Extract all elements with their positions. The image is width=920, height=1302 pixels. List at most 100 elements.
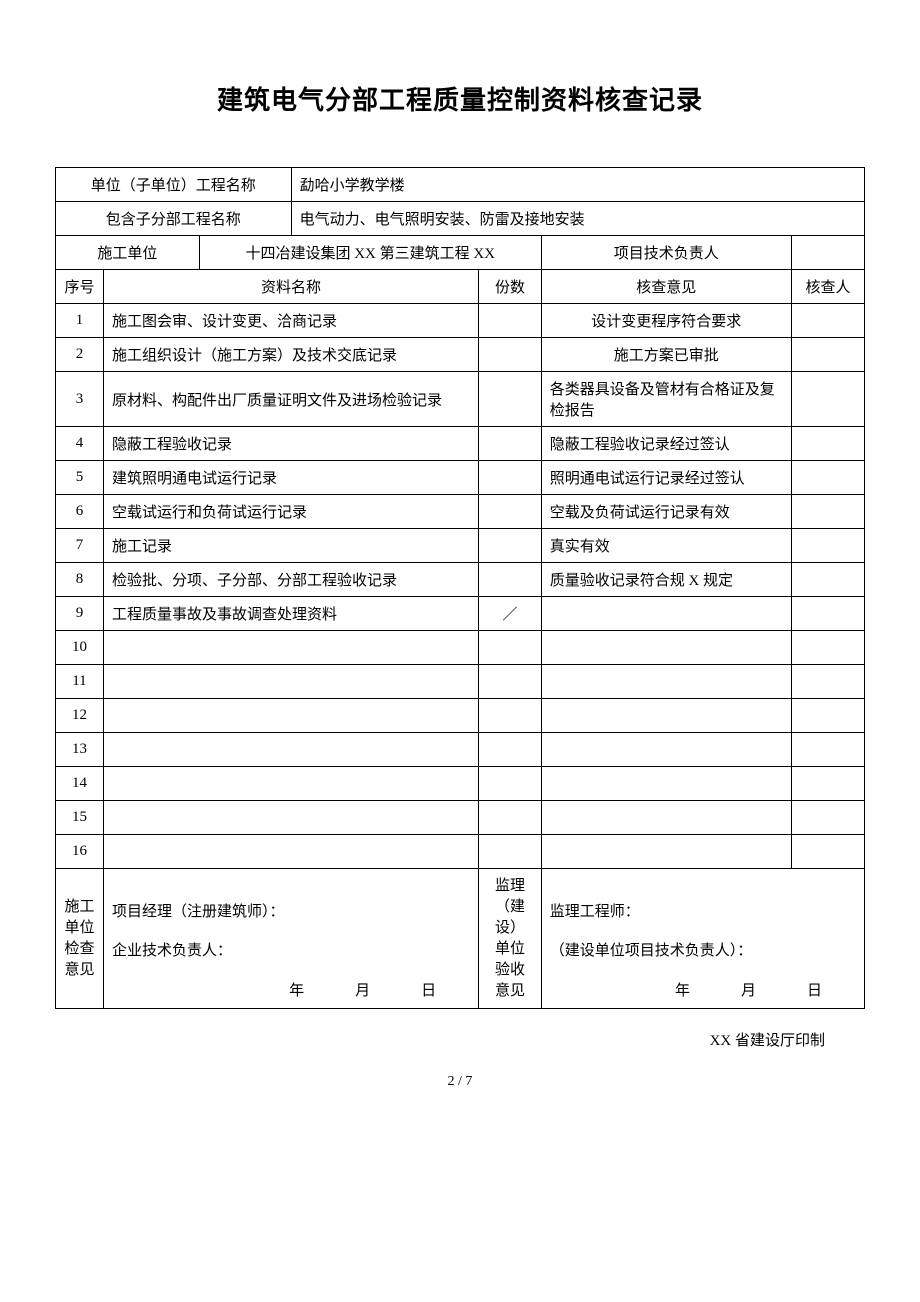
col-copies: 份数 <box>479 270 542 304</box>
row-no: 15 <box>56 801 104 835</box>
row-reviewer <box>791 767 864 801</box>
col-material: 资料名称 <box>103 270 478 304</box>
unit-name-value: 勐哈小学教学楼 <box>291 168 864 202</box>
row-reviewer <box>791 733 864 767</box>
row-reviewer <box>791 665 864 699</box>
sub-name-label: 包含子分部工程名称 <box>56 202 292 236</box>
table-row: 9工程质量事故及事故调查处理资料／ <box>56 597 865 631</box>
row-copies <box>479 461 542 495</box>
row-opinion <box>541 665 791 699</box>
row-opinion: 照明通电试运行记录经过签认 <box>541 461 791 495</box>
row-copies <box>479 631 542 665</box>
sub-name-value: 电气动力、电气照明安装、防雷及接地安装 <box>291 202 864 236</box>
row-reviewer <box>791 801 864 835</box>
row-opinion: 质量验收记录符合规 X 规定 <box>541 563 791 597</box>
table-row: 5建筑照明通电试运行记录 照明通电试运行记录经过签认 <box>56 461 865 495</box>
row-opinion <box>541 733 791 767</box>
signature-row: 施工单位检查意见项目经理（注册建筑师）： 企业技术负责人： 年 月 日 监理（建设）单… <box>56 869 865 1009</box>
col-reviewer: 核查人 <box>791 270 864 304</box>
row-material <box>103 631 478 665</box>
row-material: 原材料、构配件出厂质量证明文件及进场检验记录 <box>103 372 478 427</box>
footer-note: XX 省建设厅印制 <box>55 1029 865 1050</box>
supervision-opinion-label: 监理（建设）单位验收意见 <box>479 869 542 1009</box>
row-no: 8 <box>56 563 104 597</box>
row-material <box>103 767 478 801</box>
row-copies <box>479 699 542 733</box>
construction-opinion-box: 项目经理（注册建筑师）： 企业技术负责人： 年 月 日 <box>103 869 478 1009</box>
pm-label: 项目经理（注册建筑师）： <box>112 900 470 921</box>
row-copies <box>479 529 542 563</box>
table-row: 12 <box>56 699 865 733</box>
row-opinion <box>541 835 791 869</box>
row-reviewer <box>791 461 864 495</box>
left-date: 年 月 日 <box>289 979 454 1000</box>
row-material: 空载试运行和负荷试运行记录 <box>103 495 478 529</box>
row-material <box>103 665 478 699</box>
row-material <box>103 733 478 767</box>
row-no: 13 <box>56 733 104 767</box>
row-no: 12 <box>56 699 104 733</box>
row-no: 14 <box>56 767 104 801</box>
row-material: 检验批、分项、子分部、分部工程验收记录 <box>103 563 478 597</box>
row-copies: ／ <box>479 597 542 631</box>
table-row: 10 <box>56 631 865 665</box>
row-reviewer <box>791 835 864 869</box>
row-material: 建筑照明通电试运行记录 <box>103 461 478 495</box>
row-copies <box>479 801 542 835</box>
row-copies <box>479 733 542 767</box>
row-reviewer <box>791 563 864 597</box>
row-opinion <box>541 631 791 665</box>
row-material <box>103 835 478 869</box>
row-opinion <box>541 699 791 733</box>
table-row: 2施工组织设计（施工方案）及技术交底记录施工方案已审批 <box>56 338 865 372</box>
row-no: 9 <box>56 597 104 631</box>
row-no: 5 <box>56 461 104 495</box>
row-opinion: 隐蔽工程验收记录经过签认 <box>541 427 791 461</box>
table-row: 13 <box>56 733 865 767</box>
col-opinion: 核查意见 <box>541 270 791 304</box>
table-row: 14 <box>56 767 865 801</box>
row-copies <box>479 563 542 597</box>
row-reviewer <box>791 699 864 733</box>
row-copies <box>479 372 542 427</box>
table-row: 15 <box>56 801 865 835</box>
row-reviewer <box>791 597 864 631</box>
row-no: 6 <box>56 495 104 529</box>
unit-name-label: 单位（子单位）工程名称 <box>56 168 292 202</box>
table-row: 16 <box>56 835 865 869</box>
ent-tech-label: 企业技术负责人： <box>112 939 470 960</box>
row-reviewer <box>791 372 864 427</box>
row-copies <box>479 304 542 338</box>
col-no: 序号 <box>56 270 104 304</box>
row-material <box>103 801 478 835</box>
construction-unit-value: 十四冶建设集团 XX 第三建筑工程 XX <box>199 236 541 270</box>
table-row: 3原材料、构配件出厂质量证明文件及进场检验记录各类器具设备及管材有合格证及复检报… <box>56 372 865 427</box>
row-reviewer <box>791 495 864 529</box>
tech-leader-value <box>791 236 864 270</box>
row-no: 2 <box>56 338 104 372</box>
row-reviewer <box>791 304 864 338</box>
row-reviewer <box>791 529 864 563</box>
table-row: 6空载试运行和负荷试运行记录 空载及负荷试运行记录有效 <box>56 495 865 529</box>
row-opinion: 空载及负荷试运行记录有效 <box>541 495 791 529</box>
row-no: 1 <box>56 304 104 338</box>
row-no: 11 <box>56 665 104 699</box>
construction-opinion-label: 施工单位检查意见 <box>56 869 104 1009</box>
row-no: 10 <box>56 631 104 665</box>
row-opinion: 设计变更程序符合要求 <box>541 304 791 338</box>
row-opinion <box>541 597 791 631</box>
row-copies <box>479 767 542 801</box>
row-copies <box>479 835 542 869</box>
row-material: 工程质量事故及事故调查处理资料 <box>103 597 478 631</box>
row-copies <box>479 665 542 699</box>
row-reviewer <box>791 631 864 665</box>
row-opinion <box>541 767 791 801</box>
row-no: 16 <box>56 835 104 869</box>
row-material: 隐蔽工程验收记录 <box>103 427 478 461</box>
row-opinion: 施工方案已审批 <box>541 338 791 372</box>
table-row: 11 <box>56 665 865 699</box>
row-copies <box>479 338 542 372</box>
table-row: 8检验批、分项、子分部、分部工程验收记录 质量验收记录符合规 X 规定 <box>56 563 865 597</box>
row-no: 4 <box>56 427 104 461</box>
row-copies <box>479 495 542 529</box>
